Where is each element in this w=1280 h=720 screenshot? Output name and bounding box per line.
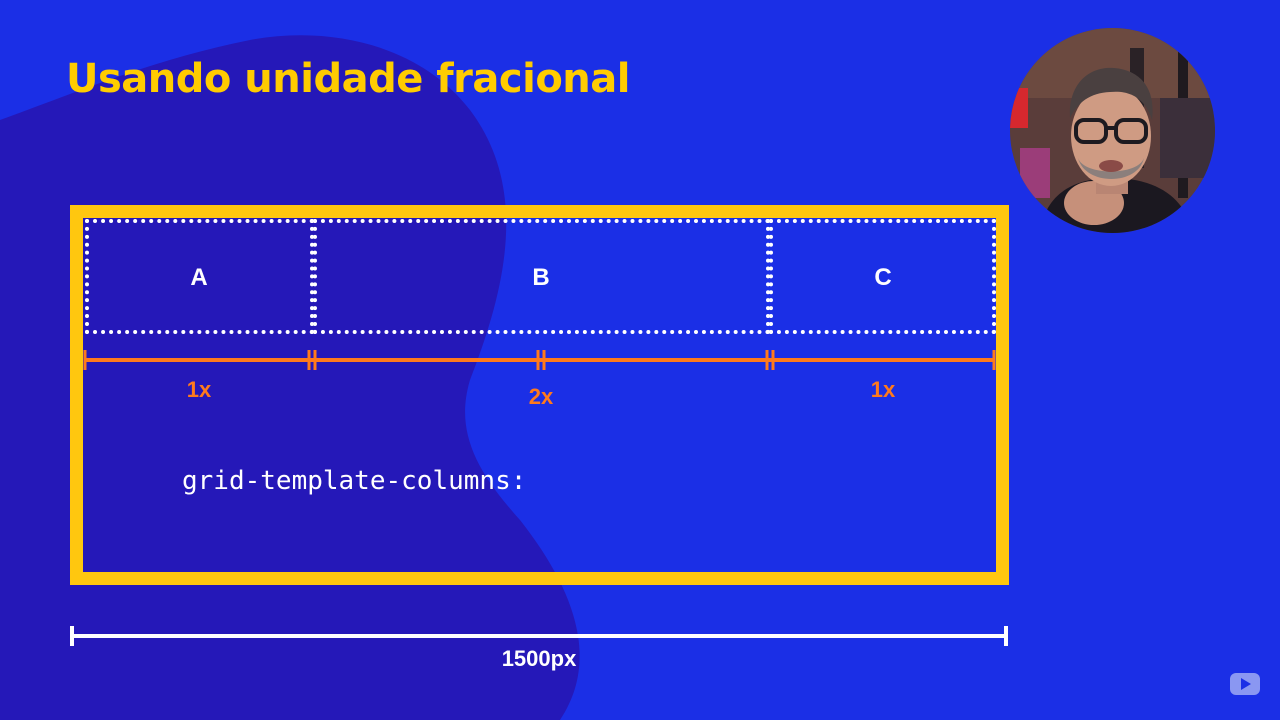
presenter-webcam bbox=[1010, 28, 1215, 233]
total-width-label: 1500px bbox=[501, 646, 577, 671]
fraction-label-a: 1x bbox=[186, 377, 212, 402]
presenter-image bbox=[1010, 28, 1215, 233]
fraction-label-c: 1x bbox=[870, 377, 896, 402]
css-code-line: grid-template-columns: bbox=[182, 466, 527, 496]
grid-cell-c bbox=[769, 219, 996, 334]
grid-cell-a bbox=[85, 219, 314, 334]
slide-title: Usando unidade fracional bbox=[66, 56, 630, 102]
fraction-label-b: 2x bbox=[528, 384, 554, 409]
grid-cell-b-label: B bbox=[532, 264, 550, 291]
grid-cell-a-label: A bbox=[190, 264, 208, 291]
grid-container-frame bbox=[70, 205, 1009, 585]
youtube-play-icon[interactable] bbox=[1229, 672, 1261, 696]
grid-cell-b bbox=[313, 219, 770, 334]
grid-cell-c-label: C bbox=[874, 264, 892, 291]
